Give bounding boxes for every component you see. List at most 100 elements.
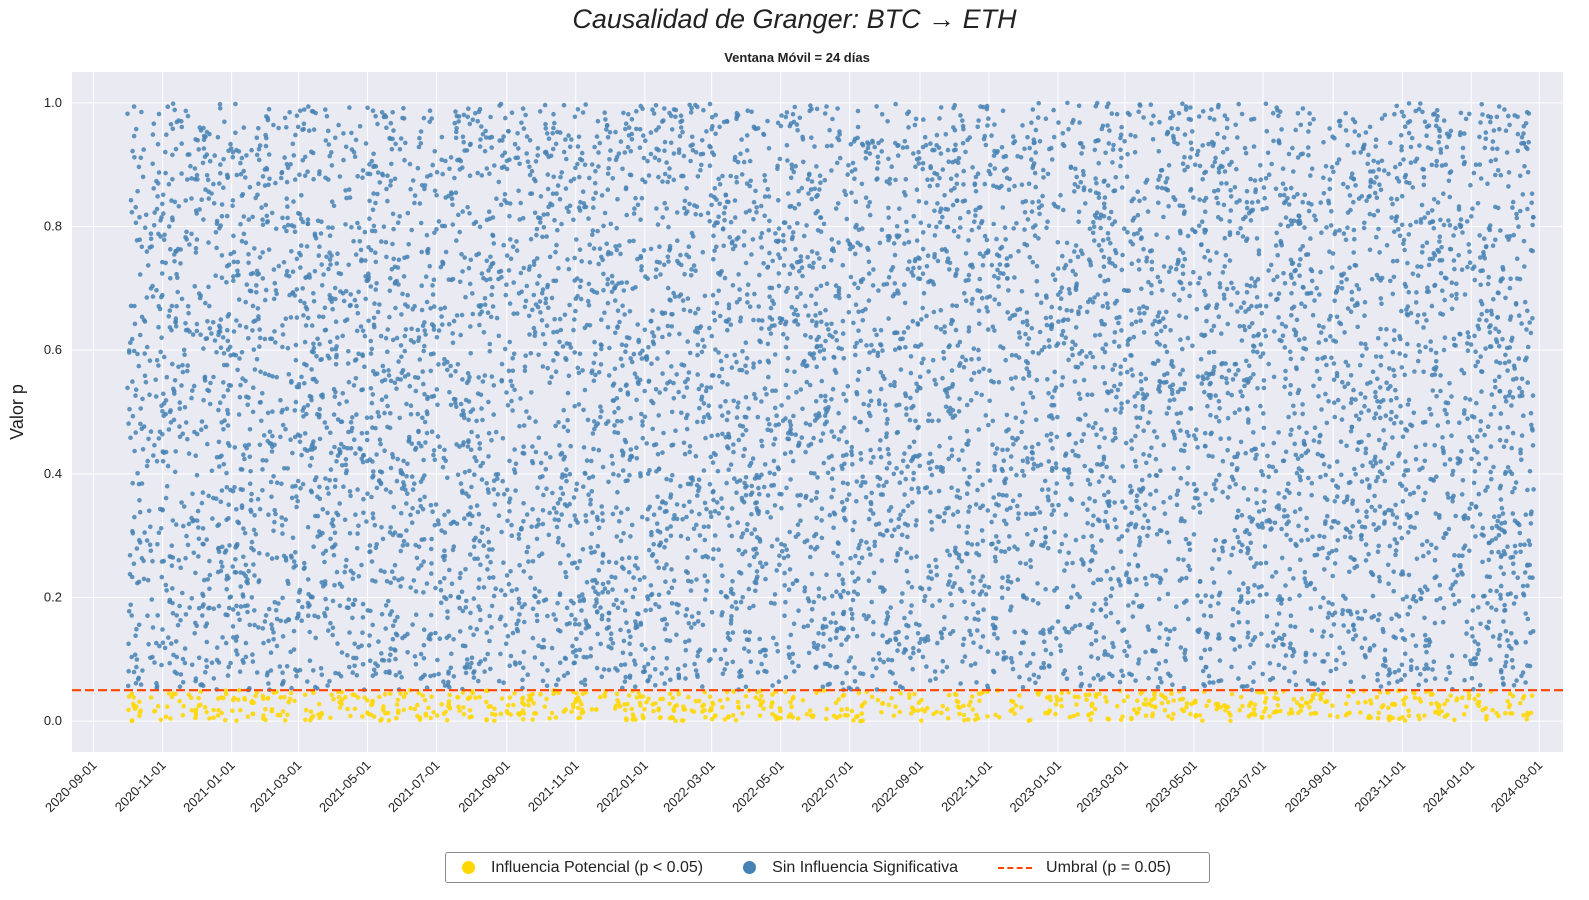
- point-not-significant: [446, 669, 451, 674]
- point-not-significant: [592, 180, 598, 186]
- point-not-significant: [1042, 344, 1047, 350]
- point-not-significant: [156, 530, 162, 535]
- point-not-significant: [375, 309, 381, 315]
- point-not-significant: [738, 599, 744, 605]
- point-not-significant: [1350, 636, 1356, 642]
- point-not-significant: [1177, 371, 1183, 377]
- point-not-significant: [246, 336, 251, 341]
- point-not-significant: [177, 406, 183, 412]
- point-not-significant: [615, 324, 620, 329]
- point-not-significant: [512, 447, 517, 452]
- point-not-significant: [1092, 498, 1098, 504]
- point-not-significant: [307, 658, 313, 663]
- point-not-significant: [1119, 401, 1124, 406]
- point-not-significant: [1235, 290, 1240, 296]
- point-not-significant: [512, 141, 518, 147]
- point-not-significant: [632, 658, 637, 663]
- point-not-significant: [1292, 670, 1297, 675]
- point-not-significant: [1220, 458, 1226, 464]
- point-not-significant: [1300, 356, 1305, 362]
- point-not-significant: [1523, 680, 1528, 685]
- point-not-significant: [311, 176, 316, 182]
- point-not-significant: [1305, 145, 1311, 150]
- point-not-significant: [595, 421, 601, 426]
- point-not-significant: [373, 113, 378, 119]
- point-not-significant: [484, 258, 490, 264]
- point-not-significant: [1238, 226, 1243, 231]
- point-not-significant: [1101, 254, 1107, 260]
- point-not-significant: [294, 256, 300, 262]
- point-not-significant: [1378, 362, 1384, 368]
- point-not-significant: [1233, 372, 1238, 377]
- point-not-significant: [1156, 596, 1162, 602]
- point-not-significant: [1068, 595, 1074, 600]
- point-not-significant: [220, 335, 226, 340]
- point-not-significant: [1383, 413, 1389, 419]
- point-not-significant: [841, 391, 846, 397]
- point-not-significant: [1396, 668, 1402, 673]
- point-not-significant: [700, 249, 706, 255]
- point-not-significant: [606, 559, 612, 565]
- point-not-significant: [657, 390, 662, 395]
- point-not-significant: [1159, 679, 1164, 685]
- point-not-significant: [138, 406, 143, 411]
- point-not-significant: [986, 116, 991, 121]
- point-not-significant: [369, 400, 375, 406]
- point-not-significant: [330, 625, 336, 631]
- point-not-significant: [462, 255, 468, 260]
- point-not-significant: [1195, 374, 1201, 379]
- point-significant: [1059, 690, 1065, 696]
- point-not-significant: [1112, 330, 1118, 335]
- point-not-significant: [477, 441, 483, 446]
- point-significant: [886, 702, 892, 708]
- point-not-significant: [585, 417, 591, 423]
- point-not-significant: [704, 129, 709, 134]
- point-not-significant: [1519, 389, 1525, 395]
- point-not-significant: [1440, 435, 1445, 440]
- point-not-significant: [942, 324, 947, 329]
- point-not-significant: [687, 350, 693, 356]
- point-not-significant: [715, 432, 720, 438]
- point-not-significant: [190, 491, 195, 497]
- point-not-significant: [651, 512, 657, 517]
- point-not-significant: [435, 518, 441, 523]
- point-not-significant: [582, 162, 588, 168]
- point-not-significant: [230, 624, 236, 629]
- point-not-significant: [771, 458, 777, 464]
- point-not-significant: [594, 665, 600, 671]
- point-not-significant: [818, 283, 824, 289]
- point-significant: [265, 695, 271, 701]
- point-not-significant: [1204, 318, 1209, 324]
- point-not-significant: [755, 126, 761, 131]
- point-not-significant: [961, 636, 967, 642]
- point-not-significant: [655, 451, 661, 457]
- point-not-significant: [1280, 642, 1285, 647]
- point-not-significant: [538, 460, 544, 466]
- point-not-significant: [1020, 468, 1025, 474]
- point-significant: [1528, 710, 1534, 716]
- point-not-significant: [662, 200, 667, 206]
- point-not-significant: [924, 313, 929, 319]
- point-not-significant: [908, 555, 914, 561]
- point-not-significant: [910, 666, 915, 672]
- point-not-significant: [1211, 323, 1217, 329]
- point-not-significant: [657, 244, 662, 249]
- point-significant: [786, 714, 792, 719]
- point-not-significant: [284, 228, 289, 234]
- point-not-significant: [421, 537, 427, 542]
- point-not-significant: [1525, 344, 1531, 350]
- point-not-significant: [454, 113, 460, 119]
- point-not-significant: [1164, 411, 1170, 416]
- point-not-significant: [176, 204, 182, 209]
- point-not-significant: [1208, 371, 1213, 377]
- point-not-significant: [1324, 362, 1329, 368]
- point-not-significant: [734, 359, 739, 365]
- point-not-significant: [362, 333, 368, 339]
- point-not-significant: [617, 319, 622, 325]
- point-significant: [551, 691, 556, 697]
- point-not-significant: [484, 166, 490, 171]
- point-not-significant: [1371, 643, 1377, 648]
- point-not-significant: [642, 664, 647, 670]
- point-not-significant: [220, 544, 225, 550]
- point-not-significant: [283, 517, 289, 522]
